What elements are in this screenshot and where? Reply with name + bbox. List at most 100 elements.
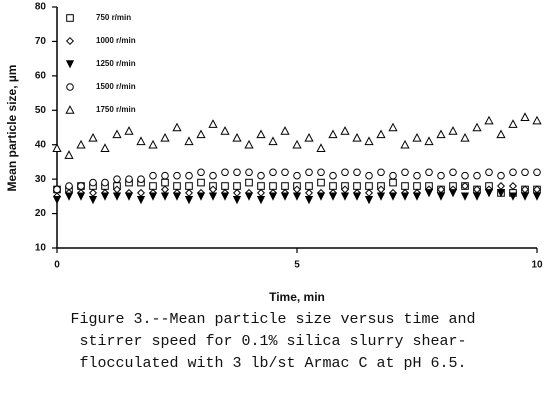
data-point: [533, 168, 541, 177]
data-point: [340, 192, 350, 201]
data-point: [196, 192, 206, 201]
data-point: [305, 182, 313, 190]
data-point: [328, 129, 338, 139]
data-point: [329, 182, 337, 190]
legend-label: 1750 r/min: [96, 105, 136, 114]
data-point: [280, 126, 290, 135]
legend-marker: [65, 36, 75, 46]
data-point: [137, 175, 145, 183]
data-point: [172, 192, 182, 201]
data-point: [508, 192, 518, 201]
data-point: [269, 168, 277, 177]
data-point: [136, 136, 146, 146]
data-point: [124, 126, 134, 135]
data-point: [304, 196, 314, 205]
data-point: [509, 168, 517, 177]
y-tick-label: 50: [35, 105, 47, 116]
legend-marker: [66, 14, 74, 22]
data-point: [221, 168, 229, 177]
data-point: [232, 132, 242, 142]
data-point: [293, 171, 301, 180]
data-point: [208, 119, 218, 128]
data-point: [532, 192, 542, 201]
data-point: [388, 122, 398, 132]
data-point: [256, 129, 266, 139]
legend-label: 1000 r/min: [96, 36, 136, 45]
y-tick-label: 60: [35, 70, 47, 81]
data-point: [245, 168, 253, 177]
data-point: [352, 192, 362, 201]
data-point: [353, 168, 361, 177]
data-point: [232, 196, 242, 205]
data-point: [364, 188, 374, 197]
data-point: [52, 196, 62, 205]
data-point: [184, 136, 194, 146]
data-point: [425, 168, 433, 177]
data-point: [269, 182, 277, 190]
data-point: [436, 192, 446, 201]
data-point: [317, 168, 325, 177]
data-point: [305, 168, 313, 177]
data-point: [448, 189, 458, 198]
data-point: [328, 192, 338, 201]
data-point: [508, 182, 518, 191]
data-point: [460, 132, 470, 142]
y-tick-label: 40: [35, 139, 47, 150]
data-point: [448, 126, 458, 135]
data-point: [497, 171, 505, 180]
data-point: [185, 182, 193, 190]
data-point: [268, 136, 278, 146]
data-point: [160, 132, 170, 142]
data-point: [292, 139, 302, 149]
data-point: [401, 168, 409, 177]
data-point: [245, 178, 253, 187]
data-point: [208, 192, 218, 201]
data-point: [88, 196, 98, 205]
data-point: [220, 126, 230, 135]
data-point: [184, 196, 194, 205]
data-point: [280, 192, 290, 201]
data-point: [148, 192, 158, 201]
data-point: [341, 168, 349, 177]
data-point: [352, 132, 362, 142]
data-point: [172, 122, 182, 132]
data-point: [185, 171, 193, 180]
data-point: [424, 189, 434, 198]
data-point: [364, 196, 374, 205]
y-axis-label: Mean particle size, µm: [5, 65, 19, 192]
data-point: [520, 112, 530, 121]
data-point: [268, 192, 278, 201]
data-point: [532, 115, 542, 125]
data-point: [340, 126, 350, 135]
data-point: [173, 182, 181, 190]
data-point: [89, 178, 97, 187]
x-tick-label: 0: [54, 260, 60, 271]
data-point: [400, 139, 410, 149]
caption-line: Figure 3.--Mean particle size versus tim…: [70, 311, 475, 328]
x-axis-label: Time, min: [269, 290, 325, 304]
data-point: [281, 168, 289, 177]
data-point: [64, 150, 74, 159]
data-point: [353, 182, 361, 190]
data-point: [161, 178, 169, 187]
data-point: [388, 192, 398, 201]
y-tick-label: 20: [35, 208, 47, 219]
data-point: [400, 192, 410, 201]
data-point: [472, 122, 482, 132]
y-tick-label: 30: [35, 174, 47, 185]
data-point: [484, 189, 494, 198]
data-point: [220, 192, 230, 201]
data-point: [317, 178, 325, 187]
data-point: [329, 171, 337, 180]
data-point: [424, 136, 434, 146]
data-point: [389, 171, 397, 180]
data-point: [256, 188, 266, 197]
data-point: [436, 129, 446, 139]
legend-marker: [65, 60, 75, 69]
data-point: [244, 192, 254, 201]
data-point: [449, 168, 457, 177]
legend-marker: [65, 105, 75, 114]
data-point: [100, 143, 110, 152]
data-point: [100, 192, 110, 201]
